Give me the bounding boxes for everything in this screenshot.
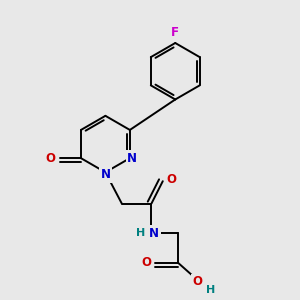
Text: O: O	[46, 152, 56, 165]
Text: H: H	[206, 285, 216, 295]
Text: N: N	[149, 227, 159, 240]
Text: N: N	[100, 168, 110, 181]
Text: F: F	[171, 26, 179, 39]
Text: O: O	[141, 256, 151, 269]
Text: N: N	[127, 152, 137, 165]
Text: O: O	[167, 172, 177, 186]
Text: O: O	[193, 275, 202, 288]
Text: H: H	[136, 228, 145, 238]
